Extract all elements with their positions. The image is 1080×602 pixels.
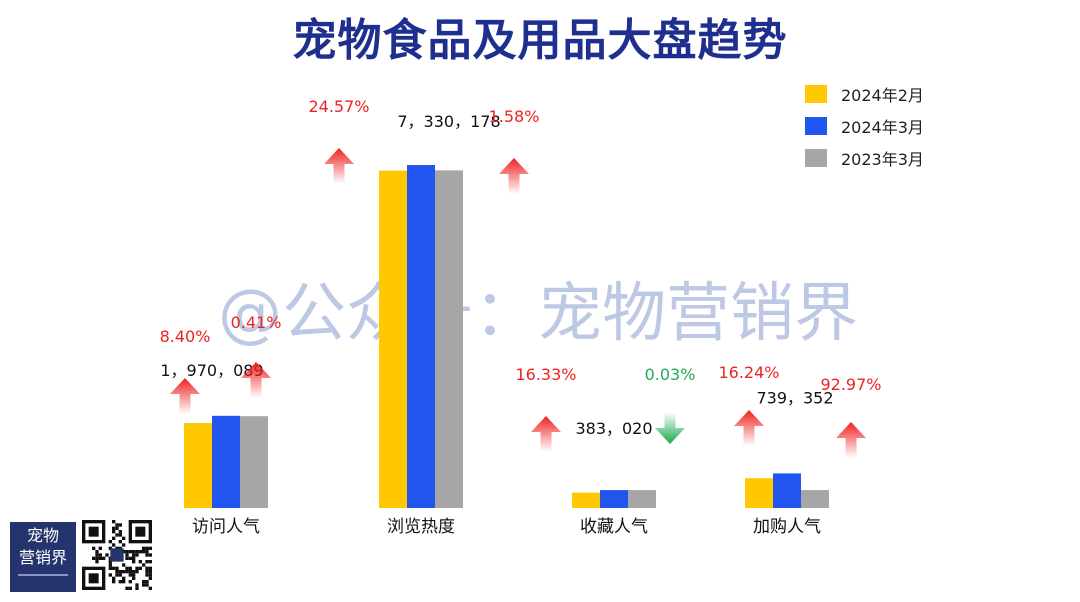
category-label-favorites: 收藏人气 [580,517,648,537]
logo-line-2: 营销界 [18,548,67,567]
legend-swatch-mar2024 [805,117,827,135]
bar-favorites-feb2024 [572,492,600,508]
category-label-views: 浏览热度 [387,517,455,537]
bar-addcart-mar2024 [773,473,801,508]
bar-addcart-feb2024 [745,478,773,508]
mom-arrow-up-icon-favorites [531,416,561,452]
value-label-addcart: 739，352 [756,388,833,407]
mom-change-addcart: 16.24% [718,363,779,382]
legend-swatch-feb2024 [805,85,827,103]
page-title: 宠物食品及用品大盘趋势 [292,15,788,66]
yoy-change-favorites: 0.03% [645,365,696,384]
bar-visits-mar2023 [240,416,268,508]
bar-views-feb2024 [379,170,407,508]
value-label-views: 7，330，178 [397,112,500,131]
category-label-addcart: 加购人气 [753,517,821,537]
legend-item-mar2024: 2024年3月 [805,110,924,142]
qr-code-icon [82,520,152,590]
bar-addcart-mar2023 [801,490,829,508]
legend-label-mar2024: 2024年3月 [841,118,924,137]
mom-arrow-up-icon-views [324,148,354,184]
legend-item-mar2023: 2023年3月 [805,142,924,174]
yoy-arrow-down-icon-favorites [655,412,685,444]
legend-swatch-mar2023 [805,149,827,167]
brand-logo: 宠物 营销界 [10,522,76,592]
legend-label-mar2023: 2023年3月 [841,150,924,169]
yoy-arrow-up-icon-visits [241,362,271,398]
yoy-change-views: 1.58% [489,107,540,126]
watermark: @公众号：宠物营销界 [218,277,858,351]
legend-label-feb2024: 2024年2月 [841,86,924,105]
bar-views-mar2024 [407,165,435,508]
mom-arrow-up-icon-visits [170,378,200,414]
yoy-change-addcart: 92.97% [820,375,881,394]
logo-underline [18,574,68,576]
mom-change-favorites: 16.33% [515,365,576,384]
bar-views-mar2023 [435,170,463,508]
category-label-visits: 访问人气 [192,517,260,537]
yoy-change-visits: 0.41% [231,313,282,332]
mom-arrow-up-icon-addcart [734,410,764,446]
legend-item-feb2024: 2024年2月 [805,78,924,110]
bar-visits-feb2024 [184,423,212,508]
mom-change-visits: 8.40% [160,327,211,346]
bar-favorites-mar2023 [628,490,656,508]
bar-visits-mar2024 [212,415,240,508]
value-label-visits: 1，970，089 [160,361,263,380]
chart-legend: 2024年2月 2024年3月 2023年3月 [805,78,924,174]
logo-line-1: 宠物 [26,526,59,545]
yoy-arrow-up-icon-views [499,158,529,194]
value-label-favorites: 383，020 [575,419,652,438]
mom-change-views: 24.57% [308,97,369,116]
bar-favorites-mar2024 [600,490,628,508]
yoy-arrow-up-icon-addcart [836,422,866,458]
